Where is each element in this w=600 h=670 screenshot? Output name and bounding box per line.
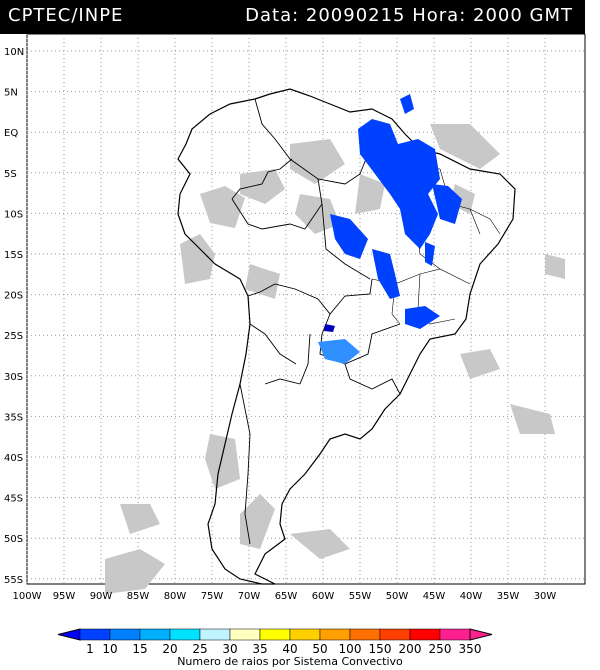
legend-value: 200	[399, 642, 422, 656]
latitude-label: 10S	[4, 209, 23, 220]
legend-value: 35	[252, 642, 267, 656]
legend-value: 15	[132, 642, 147, 656]
map-canvas: 10N5NEQ5S10S15S20S25S30S35S40S45S50S55S …	[4, 34, 586, 602]
longitude-label: 70W	[238, 591, 261, 602]
legend-title: Numero de raios por Sistema Convectivo	[177, 655, 403, 668]
legend-value: 100	[339, 642, 362, 656]
legend-value: 25	[192, 642, 207, 656]
legend-value: 40	[282, 642, 297, 656]
legend-color-box	[259, 628, 291, 641]
longitude-label: 100W	[13, 591, 42, 602]
date-time-label: Data: 20090215 Hora: 2000 GMT	[245, 5, 573, 26]
longitude-labels: 100W 95W 90W 85W 80W 75W 70W 65W 60W 55W 50W 45W 40W…	[13, 591, 557, 602]
longitude-label: 60W	[312, 591, 335, 602]
south-america-coastline	[177, 88, 516, 585]
longitude-label: 35W	[497, 591, 520, 602]
longitude-label: 50W	[386, 591, 409, 602]
longitude-label: 95W	[53, 591, 76, 602]
longitude-label: 45W	[423, 591, 446, 602]
longitude-label: 80W	[164, 591, 187, 602]
legend-arrow-high	[469, 628, 493, 641]
longitude-label: 90W	[90, 591, 113, 602]
legend-color-box	[79, 628, 111, 641]
legend-value: 1	[86, 642, 94, 656]
latitude-label: 15S	[4, 250, 23, 261]
latitude-label: 25S	[4, 331, 23, 342]
longitude-label: 55W	[349, 591, 372, 602]
latitude-label: 30S	[4, 372, 23, 383]
latitude-label: 45S	[4, 494, 23, 505]
longitude-label: 85W	[127, 591, 150, 602]
legend-color-box	[109, 628, 141, 641]
convective-systems	[318, 94, 462, 364]
latitude-label: 20S	[4, 291, 23, 302]
longitude-label: 30W	[534, 591, 557, 602]
latitude-label: 40S	[4, 453, 23, 464]
legend-color-box	[229, 628, 261, 641]
legend-value: 20	[162, 642, 177, 656]
header-bar: CPTEC/INPE Data: 20090215 Hora: 2000 GMT	[0, 0, 585, 34]
latitude-label: 5S	[4, 169, 17, 180]
latitude-label: 35S	[4, 412, 23, 423]
legend-color-box	[169, 628, 201, 641]
legend-color-box	[379, 628, 411, 641]
latitude-label: EQ	[4, 128, 18, 139]
map-frame	[26, 34, 586, 585]
cloud-cover	[105, 124, 565, 594]
legend-color-box	[289, 628, 321, 641]
legend-arrow-low	[57, 628, 81, 641]
latitude-label: 50S	[4, 534, 23, 545]
latitude-labels: 10N 5N EQ 5S 10S 15S 20S 25S 30S 35S 40S 45S 50S 55S	[4, 47, 24, 586]
legend-value: 150	[369, 642, 392, 656]
legend-value: 10	[102, 642, 117, 656]
legend-value: 350	[459, 642, 482, 656]
colorbar-legend: 1 10 15 20 25 30 35 40 50 100 150 200 250 350 Numero …	[57, 628, 493, 668]
legend-color-box	[319, 628, 351, 641]
legend-color-box	[139, 628, 171, 641]
longitude-label: 40W	[460, 591, 483, 602]
legend-value: 250	[429, 642, 452, 656]
longitude-label: 65W	[275, 591, 298, 602]
latitude-label: 5N	[4, 88, 18, 99]
legend-color-box	[199, 628, 231, 641]
graticule	[26, 34, 585, 584]
legend-value: 50	[312, 642, 327, 656]
legend-color-box	[409, 628, 441, 641]
legend-color-box	[349, 628, 381, 641]
country-borders	[231, 98, 401, 545]
legend-color-box	[439, 628, 471, 641]
longitude-label: 75W	[201, 591, 224, 602]
legend-value: 30	[222, 642, 237, 656]
latitude-label: 10N	[4, 47, 24, 58]
latitude-label: 55S	[4, 575, 23, 586]
source-label: CPTEC/INPE	[8, 5, 124, 26]
